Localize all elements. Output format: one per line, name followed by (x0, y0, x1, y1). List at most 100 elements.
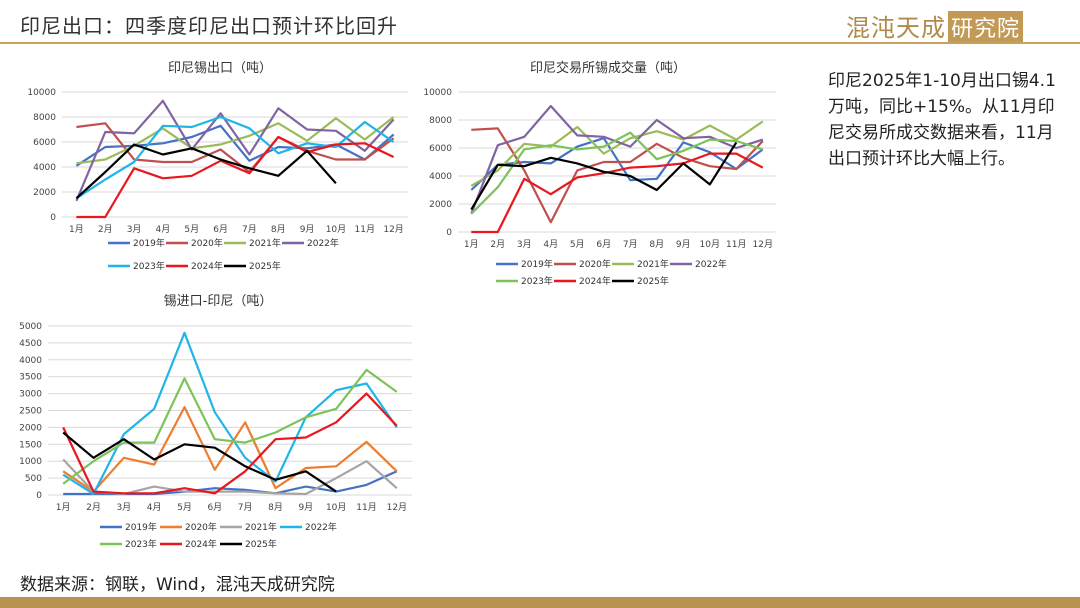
chart-title: 锡进口-印尼（吨） (164, 294, 273, 309)
x-tick-label: 1月 (69, 224, 84, 235)
y-tick-label: 10000 (423, 88, 452, 98)
y-tick-label: 4500 (19, 339, 42, 349)
y-tick-label: 6000 (429, 144, 452, 154)
logo-box-text: 研究院 (948, 11, 1024, 43)
y-tick-label: 3500 (19, 373, 42, 383)
series-line (470, 131, 764, 215)
y-tick-label: 4000 (19, 356, 42, 366)
series-line (62, 368, 398, 485)
y-tick-label: 1000 (19, 457, 42, 467)
y-tick-label: 8000 (429, 116, 452, 126)
y-tick-label: 0 (50, 213, 56, 223)
legend-label: 2021年 (249, 237, 281, 249)
legend-label: 2019年 (125, 521, 157, 533)
legend-label: 2022年 (305, 521, 337, 533)
data-source: 数据来源：钢联，Wind，混沌天成研究院 (20, 575, 335, 595)
legend-label: 2020年 (191, 237, 223, 249)
y-tick-label: 10000 (27, 88, 56, 98)
legend-label: 2020年 (579, 258, 611, 270)
x-tick-label: 8月 (649, 239, 664, 250)
chart-tin-imports: 锡进口-印尼（吨） 0 500 1000 1500 2000 2500 3000 3500 400… (19, 294, 412, 550)
x-tick-label: 5月 (177, 502, 192, 513)
y-tick-label: 0 (36, 491, 42, 501)
x-tick-label: 11月 (356, 502, 376, 513)
series-line (62, 406, 398, 493)
chart-tin-exports: 印尼锡出口（吨） 0 2000 4000 6000 8000 10000 1月 2月 3月 4月 5月… (27, 61, 408, 272)
y-tick-label: 1500 (19, 440, 42, 450)
x-tick-label: 2月 (490, 239, 505, 250)
x-tick-label: 9月 (300, 224, 315, 235)
x-tick-label: 9月 (298, 502, 313, 513)
series-line (62, 431, 337, 493)
series-line (471, 127, 764, 224)
y-tick-label: 6000 (33, 138, 56, 148)
x-tick-label: 7月 (238, 502, 253, 513)
y-tick-label: 2500 (19, 407, 42, 417)
x-tick-label: 6月 (207, 502, 222, 513)
legend-label: 2023年 (125, 538, 157, 550)
series-line (62, 392, 398, 495)
footer-bar (0, 597, 1080, 608)
x-tick-label: 3月 (517, 239, 532, 250)
x-tick-label: 4月 (156, 224, 171, 235)
y-tick-label: 2000 (429, 200, 452, 210)
x-tick-label: 6月 (596, 239, 611, 250)
series-line (76, 122, 395, 174)
x-tick-label: 5月 (184, 224, 199, 235)
chart-exchange-volume: 印尼交易所锡成交量（吨） 0 2000 4000 6000 8000 10000 1月 2月 3月… (423, 60, 776, 287)
x-tick-label: 10月 (700, 239, 720, 250)
legend-label: 2022年 (307, 237, 339, 249)
legend-label: 2022年 (695, 258, 727, 270)
legend-label: 2019年 (521, 258, 553, 270)
x-tick-label: 9月 (676, 239, 691, 250)
y-tick-label: 3000 (19, 390, 42, 400)
legend-label: 2024年 (191, 260, 223, 272)
x-tick-label: 3月 (116, 502, 131, 513)
legend-label: 2021年 (245, 521, 277, 533)
legend-label: 2021年 (637, 258, 669, 270)
x-tick-label: 1月 (464, 239, 479, 250)
y-tick-label: 5000 (19, 322, 42, 332)
y-tick-label: 500 (25, 474, 42, 484)
x-tick-label: 2月 (98, 224, 113, 235)
legend-label: 2024年 (185, 538, 217, 550)
series-line (75, 99, 395, 202)
x-tick-label: 8月 (268, 502, 283, 513)
x-tick-label: 12月 (387, 502, 407, 513)
page-title: 印尼出口：四季度印尼出口预计环比回升 (20, 14, 398, 38)
series-line (75, 143, 337, 200)
x-tick-label: 3月 (127, 224, 142, 235)
x-tick-label: 4月 (147, 502, 162, 513)
series-line (62, 331, 398, 496)
legend-label: 2023年 (133, 260, 165, 272)
x-tick-label: 2月 (86, 502, 101, 513)
y-tick-label: 8000 (33, 113, 56, 123)
y-tick-label: 0 (446, 228, 452, 238)
brand-logo: 混沌天成 研究院 (846, 8, 1024, 43)
series-line (75, 124, 395, 167)
x-tick-label: 7月 (242, 224, 257, 235)
x-tick-label: 6月 (213, 224, 228, 235)
series-line (76, 116, 395, 165)
legend-label: 2023年 (521, 275, 553, 287)
series-line (470, 120, 764, 187)
legend-label: 2019年 (133, 237, 165, 249)
x-tick-label: 12月 (383, 224, 403, 235)
legend-label: 2025年 (637, 275, 669, 287)
chart-title: 印尼交易所锡成交量（吨） (530, 60, 686, 76)
legend-label: 2024年 (579, 275, 611, 287)
commentary-text: 印尼2025年1-10月出口锡4.1万吨，同比+15%。从11月印尼交易所成交数… (828, 71, 1056, 169)
x-tick-label: 12月 (753, 239, 773, 250)
x-tick-label: 10月 (326, 224, 346, 235)
x-tick-label: 5月 (570, 239, 585, 250)
series-line (471, 152, 764, 234)
x-tick-label: 4月 (543, 239, 558, 250)
series-line (470, 104, 764, 215)
y-tick-label: 2000 (33, 188, 56, 198)
chart-title: 印尼锡出口（吨） (168, 61, 272, 76)
series-line (75, 115, 395, 200)
x-tick-label: 8月 (271, 224, 286, 235)
legend-label: 2020年 (185, 521, 217, 533)
x-tick-label: 1月 (56, 502, 71, 513)
legend-label: 2025年 (249, 260, 281, 272)
